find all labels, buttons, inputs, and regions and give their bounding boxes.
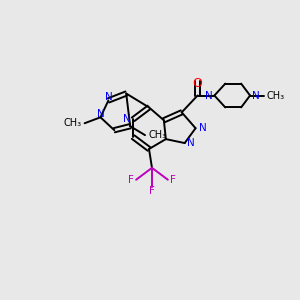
Text: F: F [170,175,176,185]
Text: F: F [149,186,155,196]
Text: N: N [187,138,194,148]
Text: N: N [252,91,260,100]
Text: N: N [97,109,104,119]
Text: N: N [104,92,112,103]
Text: CH₃: CH₃ [148,130,166,140]
Text: F: F [128,175,134,185]
Text: CH₃: CH₃ [64,118,82,128]
Text: N: N [205,91,212,100]
Text: CH₃: CH₃ [267,91,285,100]
Text: N: N [199,123,206,133]
Text: O: O [193,77,202,90]
Text: N: N [123,114,131,124]
